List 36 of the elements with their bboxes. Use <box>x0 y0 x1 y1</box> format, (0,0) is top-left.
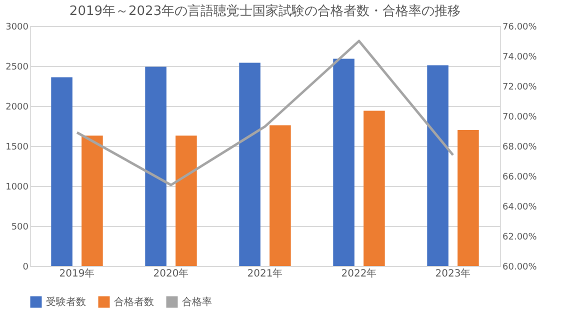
bar <box>239 62 260 266</box>
bar <box>458 130 479 266</box>
legend-label: 合格者数 <box>114 296 154 308</box>
y2-tick-label: 72.00% <box>502 82 538 92</box>
y2-tick-label: 60.00% <box>502 262 538 272</box>
x-tick-label: 2022年 <box>341 268 377 280</box>
y2-tick-label: 70.00% <box>502 112 538 122</box>
y-tick-label: 500 <box>11 222 29 232</box>
bar <box>364 110 385 266</box>
y-tick-label: 3000 <box>6 22 29 32</box>
legend-label: 合格率 <box>182 296 212 308</box>
legend-label: 受験者数 <box>46 296 86 308</box>
y2-tick-label: 76.00% <box>502 22 538 32</box>
y2-tick-label: 62.00% <box>502 232 538 242</box>
y-tick-label: 2500 <box>6 62 29 72</box>
x-tick-label: 2019年 <box>59 268 95 280</box>
y2-tick-label: 68.00% <box>502 142 538 152</box>
y-tick-label: 0 <box>22 262 29 272</box>
bar <box>176 136 197 266</box>
bar <box>82 136 103 266</box>
line-series <box>76 40 454 186</box>
y2-tick-label: 66.00% <box>502 172 538 182</box>
x-tick-label: 2023年 <box>435 268 471 280</box>
y2-tick-label: 64.00% <box>502 202 538 212</box>
y-tick-label: 2000 <box>6 102 29 112</box>
x-tick-label: 2020年 <box>153 268 189 280</box>
x-tick-label: 2021年 <box>247 268 283 280</box>
y-tick-label: 1000 <box>6 182 29 192</box>
chart-title: 2019年～2023年の言語聴覚士国家試験の合格者数・合格率の推移 <box>69 3 461 19</box>
bar <box>333 58 354 266</box>
bar <box>51 77 72 266</box>
bar <box>427 65 448 266</box>
bar <box>270 125 291 266</box>
y2-tick-label: 74.00% <box>502 52 538 62</box>
bar <box>145 66 166 266</box>
y-tick-label: 1500 <box>6 142 29 152</box>
